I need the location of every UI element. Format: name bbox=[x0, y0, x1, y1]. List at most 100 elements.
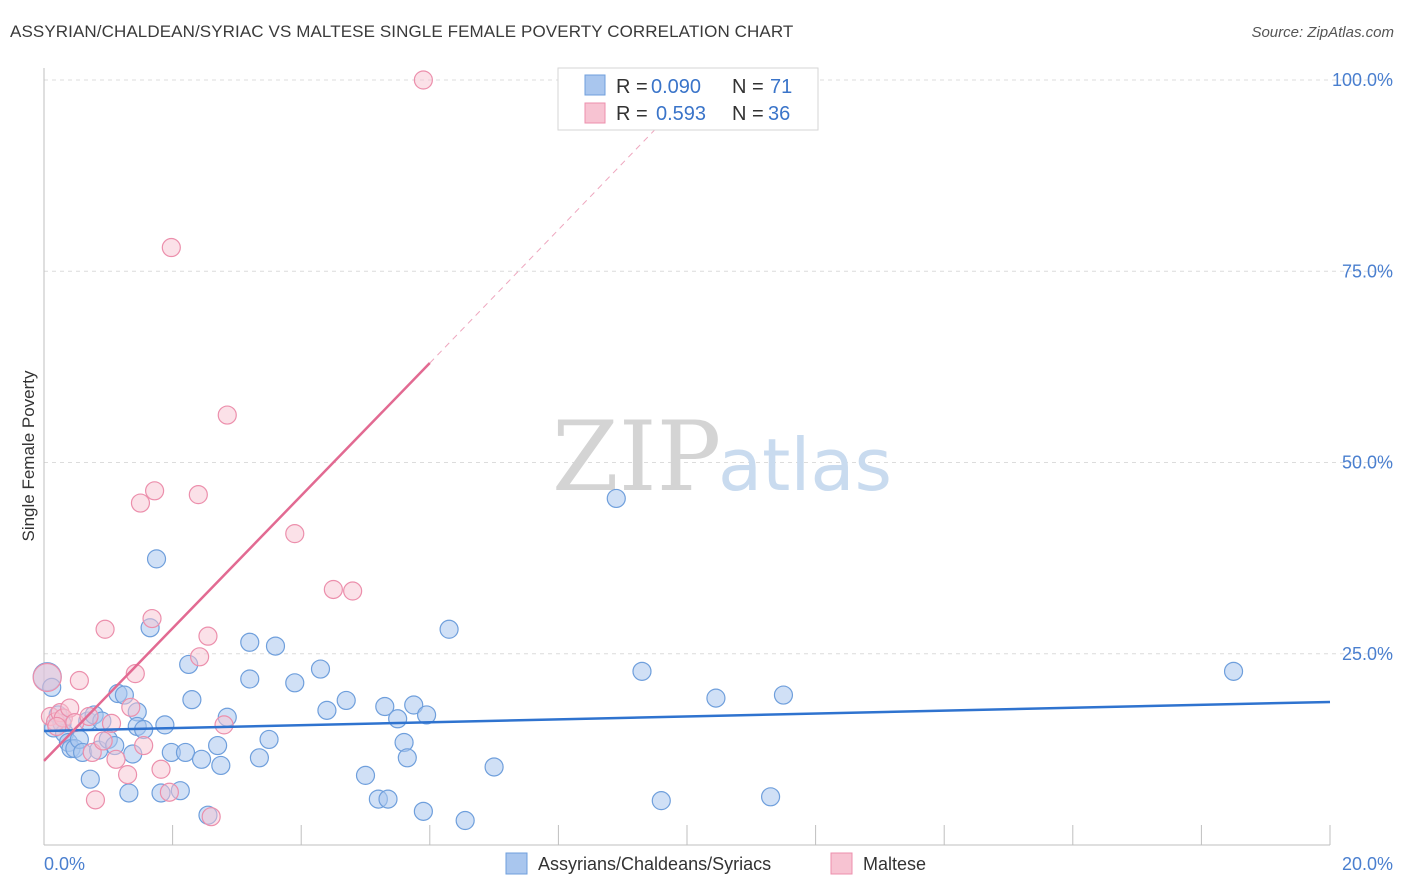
point-maltese bbox=[130, 493, 151, 513]
point-assyrians bbox=[211, 755, 231, 776]
point-assyrians bbox=[240, 632, 260, 652]
y-tick-label: 50.0% bbox=[1342, 453, 1393, 473]
point-assyrians bbox=[632, 661, 652, 681]
point-assyrians bbox=[413, 801, 433, 821]
legend-n-value-blue: 71 bbox=[770, 76, 792, 98]
point-maltese bbox=[285, 524, 305, 544]
legend: R = 0.090 N = 71 R = 0.593 N = 36 bbox=[557, 67, 819, 131]
point-assyrians bbox=[265, 636, 286, 656]
bottom-legend-swatch-blue bbox=[505, 852, 528, 875]
point-assyrians bbox=[240, 669, 260, 689]
point-maltese bbox=[413, 70, 433, 90]
series-assyrians-points bbox=[32, 488, 1244, 831]
point-assyrians bbox=[317, 700, 337, 720]
point-assyrians bbox=[175, 742, 196, 763]
y-tick-label: 100.0% bbox=[1332, 70, 1393, 90]
point-maltese bbox=[117, 765, 138, 785]
point-assyrians bbox=[355, 765, 376, 785]
point-maltese bbox=[101, 713, 122, 733]
y-axis-title: Single Female Poverty bbox=[19, 370, 38, 542]
point-maltese bbox=[159, 782, 179, 802]
trend-line-assyrians bbox=[43, 700, 1331, 733]
point-maltese bbox=[201, 807, 221, 827]
legend-swatch-pink bbox=[584, 102, 606, 124]
point-assyrians bbox=[285, 673, 305, 693]
point-maltese bbox=[144, 481, 165, 501]
point-assyrians bbox=[146, 549, 167, 569]
point-assyrians bbox=[249, 748, 270, 768]
point-maltese bbox=[343, 581, 363, 601]
bottom-legend: Assyrians/Chaldeans/Syriacs Maltese bbox=[505, 852, 926, 875]
point-maltese bbox=[79, 706, 99, 727]
point-maltese bbox=[125, 664, 145, 684]
point-assyrians bbox=[455, 810, 475, 831]
point-assyrians bbox=[773, 685, 794, 705]
trend-line-maltese-extension bbox=[429, 129, 656, 364]
point-assyrians bbox=[388, 709, 408, 729]
point-maltese bbox=[151, 759, 171, 779]
trend-lines bbox=[43, 129, 1331, 762]
point-assyrians bbox=[706, 688, 726, 708]
trend-line-maltese bbox=[43, 362, 431, 762]
point-maltese bbox=[47, 716, 67, 737]
point-assyrians bbox=[1223, 661, 1244, 681]
point-assyrians bbox=[208, 735, 228, 756]
legend-r-label-blue: R = bbox=[616, 76, 648, 98]
point-assyrians bbox=[404, 695, 424, 715]
point-maltese bbox=[106, 749, 126, 769]
point-maltese bbox=[93, 731, 113, 751]
legend-n-value-pink: 36 bbox=[768, 103, 790, 125]
legend-n-label-pink: N = bbox=[732, 103, 764, 125]
point-maltese bbox=[188, 485, 208, 505]
grid bbox=[44, 79, 1392, 655]
point-assyrians bbox=[182, 690, 202, 710]
point-maltese bbox=[161, 237, 181, 258]
bottom-legend-swatch-pink bbox=[830, 852, 853, 875]
point-maltese bbox=[214, 715, 234, 735]
bottom-legend-label-blue: Assyrians/Chaldeans/Syriacs bbox=[538, 854, 771, 874]
legend-r-value-pink: 0.593 bbox=[656, 103, 706, 125]
point-maltese bbox=[85, 790, 106, 810]
point-assyrians bbox=[484, 757, 504, 777]
legend-r-label-pink: R = bbox=[616, 103, 648, 125]
point-maltese bbox=[217, 405, 237, 425]
watermark-atlas: atlas bbox=[718, 423, 892, 507]
point-assyrians bbox=[651, 791, 671, 811]
point-assyrians bbox=[155, 715, 175, 735]
x-tick-label-max: 20.0% bbox=[1342, 854, 1393, 874]
y-tick-label: 75.0% bbox=[1342, 261, 1393, 281]
point-assyrians bbox=[336, 690, 356, 711]
source-label: Source: ZipAtlas.com bbox=[1251, 24, 1394, 41]
chart-title: ASSYRIAN/CHALDEAN/SYRIAC VS MALTESE SING… bbox=[10, 22, 794, 41]
bottom-legend-label-pink: Maltese bbox=[863, 854, 926, 874]
point-assyrians bbox=[259, 729, 279, 750]
point-maltese bbox=[32, 662, 62, 693]
point-maltese bbox=[142, 608, 162, 629]
x-tick-label-min: 0.0% bbox=[44, 854, 85, 874]
y-axis-tick-labels: 25.0% 50.0% 75.0% 100.0% bbox=[1332, 70, 1393, 664]
point-maltese bbox=[95, 619, 115, 639]
point-assyrians bbox=[310, 659, 331, 679]
point-maltese bbox=[69, 670, 89, 691]
legend-swatch-blue bbox=[584, 74, 606, 96]
point-assyrians bbox=[439, 619, 459, 639]
point-maltese bbox=[190, 647, 210, 667]
point-assyrians bbox=[80, 769, 100, 789]
x-axis-ticks bbox=[172, 825, 1331, 845]
point-assyrians bbox=[375, 696, 395, 717]
watermark-zip: ZIP bbox=[552, 401, 721, 513]
point-maltese bbox=[134, 735, 154, 756]
point-assyrians bbox=[397, 748, 417, 768]
y-tick-label: 25.0% bbox=[1342, 644, 1393, 664]
point-assyrians bbox=[416, 705, 437, 725]
point-assyrians bbox=[760, 787, 781, 807]
point-assyrians bbox=[378, 789, 398, 809]
point-maltese bbox=[198, 626, 218, 646]
point-maltese bbox=[323, 579, 343, 600]
point-assyrians bbox=[606, 488, 626, 509]
series-maltese-points bbox=[32, 70, 433, 827]
point-assyrians bbox=[119, 783, 139, 803]
legend-n-label-blue: N = bbox=[732, 76, 764, 98]
point-maltese bbox=[121, 697, 141, 717]
point-assyrians bbox=[191, 749, 212, 769]
